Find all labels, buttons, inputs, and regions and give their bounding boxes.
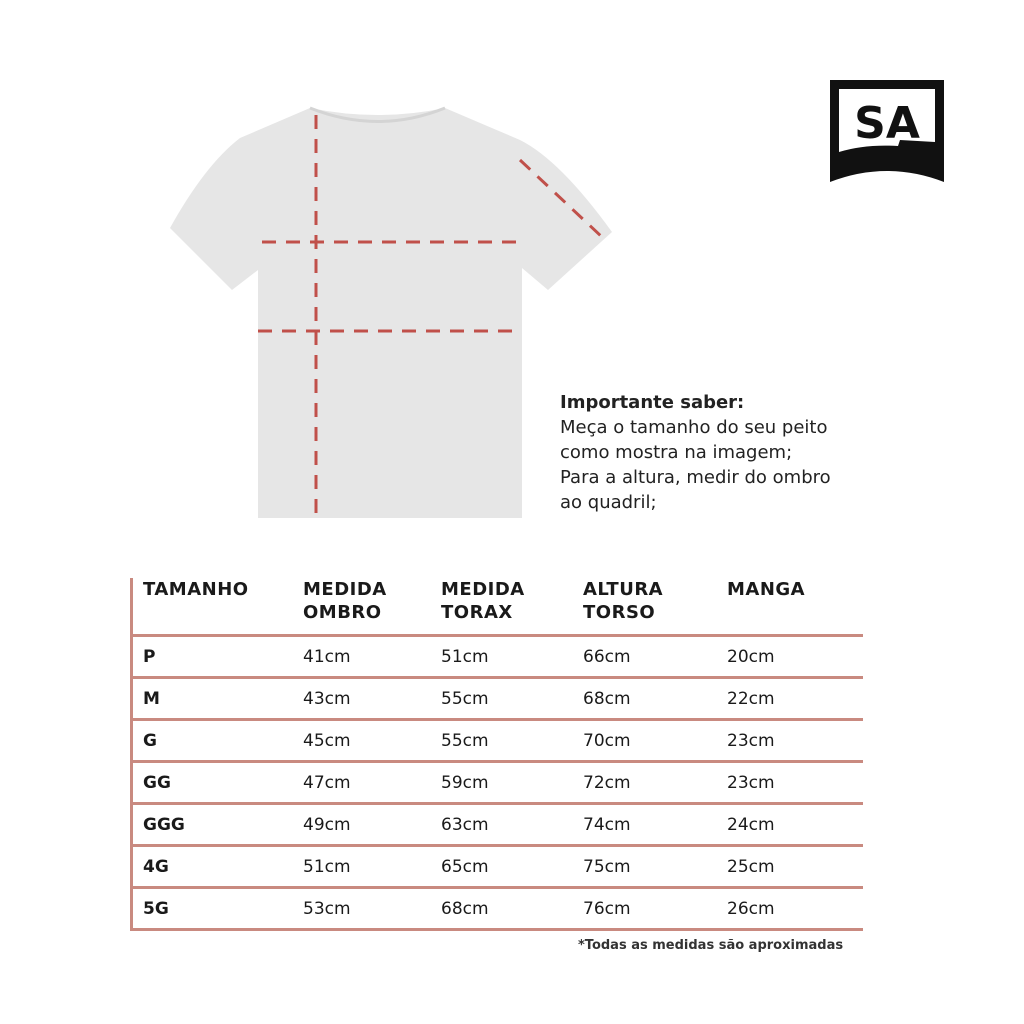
table-row: 4G 51cm 65cm 75cm 25cm xyxy=(133,847,863,889)
table-header: TAMANHO MEDIDA OMBRO MEDIDA TORAX ALTURA TORSO… xyxy=(133,578,863,637)
table-cell: 63cm xyxy=(441,814,489,835)
svg-text:SA: SA xyxy=(854,98,920,149)
table-cell: 75cm xyxy=(583,856,631,877)
column-header: MEDIDA OMBRO xyxy=(303,578,441,624)
table-row: GGG 49cm 63cm 74cm 24cm xyxy=(133,805,863,847)
table-cell: 47cm xyxy=(303,772,351,793)
disclaimer-note: *Todas as medidas são aproximadas xyxy=(578,938,844,953)
info-box: Importante saber: Meça o tamanho do seu … xyxy=(560,390,831,515)
table-cell: 65cm xyxy=(441,856,489,877)
table-cell: 24cm xyxy=(727,814,775,835)
table-cell: P xyxy=(143,646,156,667)
column-header: ALTURA TORSO xyxy=(583,578,727,624)
table-row: G 45cm 55cm 70cm 23cm xyxy=(133,721,863,763)
table-cell: 5G xyxy=(143,898,169,919)
column-header-line: MEDIDA xyxy=(441,579,525,600)
table-cell: 45cm xyxy=(303,730,351,751)
collar xyxy=(309,106,446,123)
table-cell: 23cm xyxy=(727,772,775,793)
table-cell: 68cm xyxy=(441,898,489,919)
table-cell: 74cm xyxy=(583,814,631,835)
info-line: Meça o tamanho do seu peito xyxy=(560,417,828,438)
column-header: MEDIDA TORAX xyxy=(441,578,583,624)
table-cell: 55cm xyxy=(441,688,489,709)
info-line: como mostra na imagem; xyxy=(560,442,793,463)
sleeve-measure-line xyxy=(518,158,604,239)
table-cell: 22cm xyxy=(727,688,775,709)
table-cell: 49cm xyxy=(303,814,351,835)
table-row: M 43cm 55cm 68cm 22cm xyxy=(133,679,863,721)
table-row: 5G 53cm 68cm 76cm 26cm xyxy=(133,889,863,931)
table-cell: 68cm xyxy=(583,688,631,709)
table-cell: 59cm xyxy=(441,772,489,793)
column-header: TAMANHO xyxy=(133,578,303,601)
table-cell: 72cm xyxy=(583,772,631,793)
table-cell: 76cm xyxy=(583,898,631,919)
info-line: Para a altura, medir do ombro xyxy=(560,467,831,488)
table-cell: 20cm xyxy=(727,646,775,667)
table-cell: 66cm xyxy=(583,646,631,667)
brand-logo: SA xyxy=(830,80,944,182)
table-row: GG 47cm 59cm 72cm 23cm xyxy=(133,763,863,805)
column-header-line: TAMANHO xyxy=(143,579,249,600)
table-cell: M xyxy=(143,688,160,709)
table-cell: G xyxy=(143,730,157,751)
size-table: TAMANHO MEDIDA OMBRO MEDIDA TORAX ALTURA TORSO… xyxy=(130,578,863,931)
table-row: P 41cm 51cm 66cm 20cm xyxy=(133,637,863,679)
column-header-line: OMBRO xyxy=(303,602,382,623)
column-header-line: TORAX xyxy=(441,602,513,623)
info-line: ao quadril; xyxy=(560,492,657,513)
column-header-line: ALTURA xyxy=(583,579,664,600)
table-cell: 25cm xyxy=(727,856,775,877)
table-cell: 26cm xyxy=(727,898,775,919)
table-cell: 70cm xyxy=(583,730,631,751)
table-cell: 43cm xyxy=(303,688,351,709)
table-cell: GG xyxy=(143,772,171,793)
table-cell: 23cm xyxy=(727,730,775,751)
table-cell: 51cm xyxy=(441,646,489,667)
column-header-line: MEDIDA xyxy=(303,579,387,600)
info-title: Importante saber: xyxy=(560,392,745,413)
table-cell: 41cm xyxy=(303,646,351,667)
tshirt-shape xyxy=(170,108,612,518)
table-cell: 53cm xyxy=(303,898,351,919)
tshirt-diagram xyxy=(170,106,612,518)
column-header: MANGA xyxy=(727,578,857,601)
column-header-line: TORSO xyxy=(583,602,656,623)
table-cell: GGG xyxy=(143,814,185,835)
column-header-line: MANGA xyxy=(727,579,806,600)
table-cell: 51cm xyxy=(303,856,351,877)
table-cell: 4G xyxy=(143,856,169,877)
table-cell: 55cm xyxy=(441,730,489,751)
